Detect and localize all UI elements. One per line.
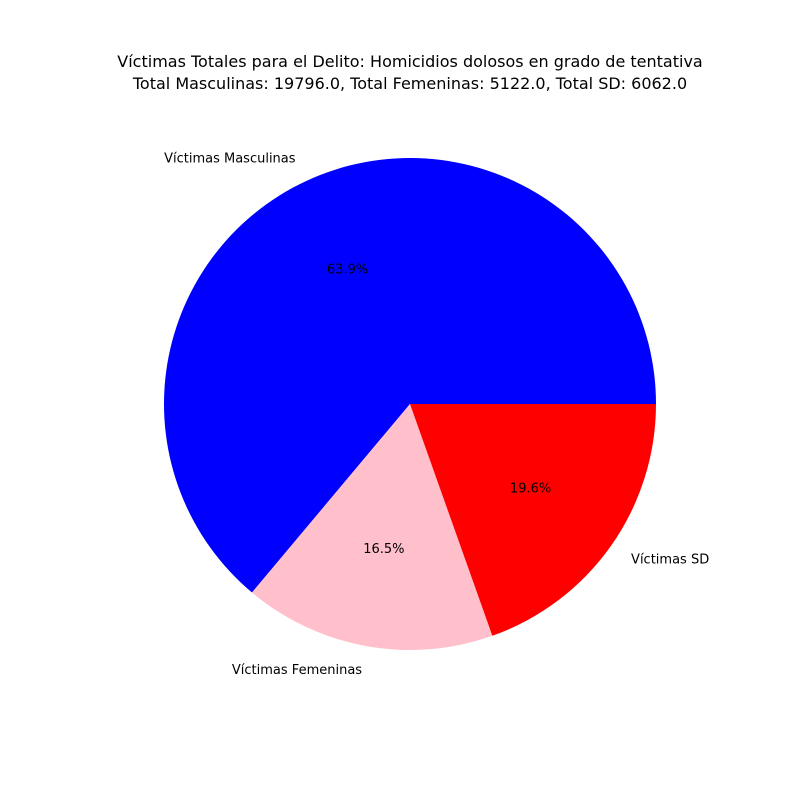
pie-category-label-2: Víctimas Femeninas [232,663,362,678]
pie-percent-label-1: 63.9% [327,263,368,278]
pie-category-label-1: Víctimas Masculinas [164,151,296,166]
pie-category-label-3: Víctimas SD [631,553,709,568]
pie-slice-3 [410,404,656,636]
pie-labels: 63.9% Víctimas Masculinas 16.5% Víctimas Fe… [164,151,709,678]
pie-slices [163,158,656,650]
pie-slice-1 [163,158,656,593]
pie-percent-label-3: 19.6% [510,482,551,497]
chart-title-line-2: Total Masculinas: 19796.0, Total Femenin… [132,74,687,93]
pie-slice-2 [251,404,493,650]
pie-percent-label-2: 16.5% [363,542,404,557]
chart-title-line-1: Víctimas Totales para el Delito: Homicid… [117,52,702,71]
